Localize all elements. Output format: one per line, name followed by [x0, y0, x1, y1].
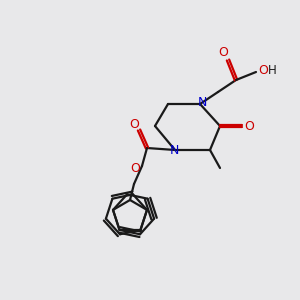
Text: O: O [218, 46, 228, 59]
Text: H: H [268, 64, 276, 77]
Text: O: O [129, 118, 139, 130]
Text: O: O [244, 119, 254, 133]
Text: N: N [169, 145, 179, 158]
Text: N: N [197, 97, 207, 110]
Text: O: O [130, 163, 140, 176]
Text: O: O [258, 64, 268, 77]
